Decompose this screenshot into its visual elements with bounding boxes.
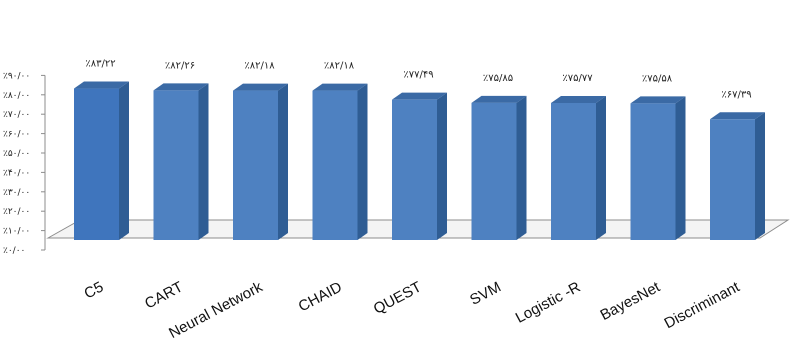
bar-top xyxy=(312,83,368,91)
y-tick-label: ٪۶۰/۰۰ xyxy=(3,130,30,140)
bar-top xyxy=(630,96,686,104)
bar xyxy=(551,96,606,241)
category-label: BayesNet xyxy=(597,278,663,324)
bar-front xyxy=(471,102,517,240)
bar-front xyxy=(551,103,596,241)
bar-top xyxy=(153,83,209,91)
y-tick-label: ٪۷۰/۰۰ xyxy=(3,110,30,120)
y-tick-label: ٪۴۰/۰۰ xyxy=(3,168,30,178)
category-label: CART xyxy=(142,279,186,313)
bar-top xyxy=(471,95,527,103)
bar-side xyxy=(516,95,527,240)
bar xyxy=(471,95,527,240)
bar xyxy=(74,81,129,241)
data-label: ٪۸۲/۱۸ xyxy=(244,61,275,72)
category-label: Discriminant xyxy=(662,278,744,332)
bar-front xyxy=(392,99,437,240)
bar-front xyxy=(630,103,676,240)
data-label: ٪۸۲/۲۶ xyxy=(165,60,195,71)
data-label: ٪۷۷/۴۹ xyxy=(403,70,433,81)
y-tick-label: ٪۳۰/۰۰ xyxy=(3,188,30,198)
data-label: ٪۸۲/۱۸ xyxy=(324,61,355,72)
bar-front xyxy=(74,88,119,241)
bar xyxy=(233,83,288,240)
category-label: CHAID xyxy=(296,278,345,315)
data-label: ٪۷۵/۸۵ xyxy=(483,73,513,84)
bar xyxy=(630,96,686,240)
category-label: SVM xyxy=(467,279,504,309)
bar-top xyxy=(710,112,765,120)
y-tick-label: ٪۹۰/۰۰ xyxy=(3,71,30,81)
bar xyxy=(710,112,765,240)
y-tick-label: ٪۱۰/۰۰ xyxy=(3,227,30,237)
bar-side xyxy=(675,96,686,240)
data-label: ٪۶۷/۳۹ xyxy=(721,89,751,100)
bar-top xyxy=(74,81,129,89)
data-label: ٪۷۵/۷۷ xyxy=(562,73,593,84)
bar xyxy=(392,92,447,240)
y-axis: ٪۰/۰۰ ٪۱۰/۰۰ ٪۲۰/۰۰ ٪۳۰/۰۰ ٪۴۰/۰۰ ٪۵۰/۰۰ ٪۶۰/۰… xyxy=(3,71,46,256)
bar-front xyxy=(312,90,358,240)
category-label: QUEST xyxy=(371,279,425,318)
bar-side xyxy=(119,81,129,241)
bar xyxy=(153,83,209,240)
category-label: C5 xyxy=(81,279,106,303)
bar xyxy=(312,83,368,240)
bar-side xyxy=(755,112,765,240)
bar-front xyxy=(153,90,199,240)
y-tick-label: ٪۵۰/۰۰ xyxy=(3,149,30,159)
y-tick-label: ٪۸۰/۰۰ xyxy=(3,91,30,101)
data-label: ٪۸۳/۲۲ xyxy=(85,59,115,70)
y-tick-label: ٪۲۰/۰۰ xyxy=(3,207,30,217)
bar-side xyxy=(278,83,288,240)
data-labels: ٪۸۳/۲۲ ٪۸۲/۲۶ ٪۸۲/۱۸ ٪۸۲/۱۸ ٪۷۷/۴۹ ٪۷۵/۸۵ ٪۷۵/… xyxy=(85,59,751,101)
y-tick-label: ٪۰/۰۰ xyxy=(3,246,25,256)
bars xyxy=(74,81,765,241)
bar-side xyxy=(437,92,447,240)
bar-side xyxy=(596,96,606,241)
bar-front xyxy=(710,119,755,240)
bar-top xyxy=(551,96,606,104)
bar-side xyxy=(198,83,209,240)
bar-front xyxy=(233,90,278,240)
category-label: Logistic -R xyxy=(513,278,584,326)
bar-side xyxy=(357,83,368,240)
bar-top xyxy=(233,83,288,91)
data-label: ٪۷۵/۵۸ xyxy=(642,73,673,84)
bar-top xyxy=(392,92,447,100)
